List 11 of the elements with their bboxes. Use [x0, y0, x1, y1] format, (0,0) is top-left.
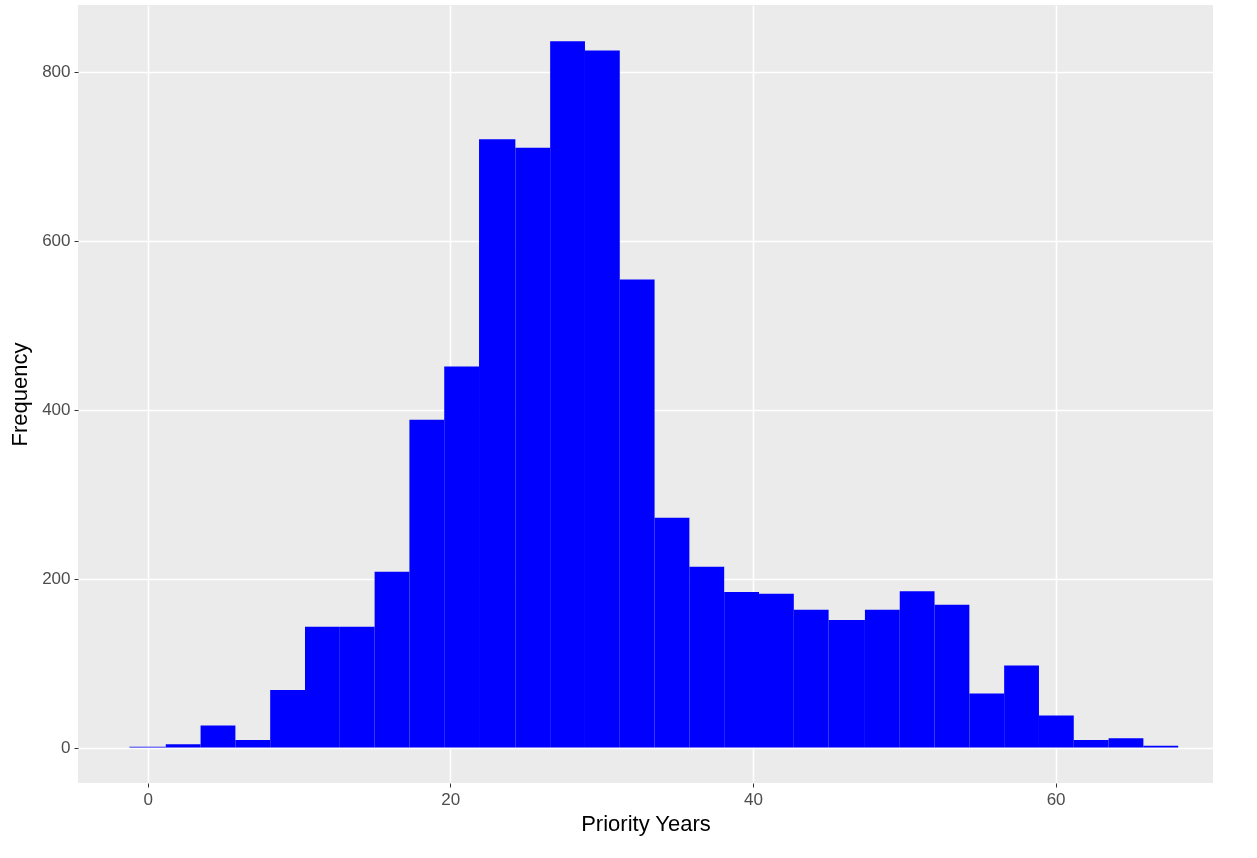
x-axis-title: Priority Years	[581, 810, 711, 836]
y-axis-title: Frequency	[7, 342, 33, 447]
x-tick-label: 40	[743, 789, 763, 809]
x-tick-label: 20	[441, 789, 461, 809]
x-tick-label: 60	[1046, 789, 1066, 809]
y-tick-label: 0	[61, 738, 71, 758]
y-tick-label: 800	[42, 62, 71, 82]
x-tick-label: 0	[143, 789, 153, 809]
y-tick-label: 400	[42, 400, 71, 420]
y-tick-label: 600	[42, 231, 71, 251]
y-tick-label: 200	[42, 569, 71, 589]
